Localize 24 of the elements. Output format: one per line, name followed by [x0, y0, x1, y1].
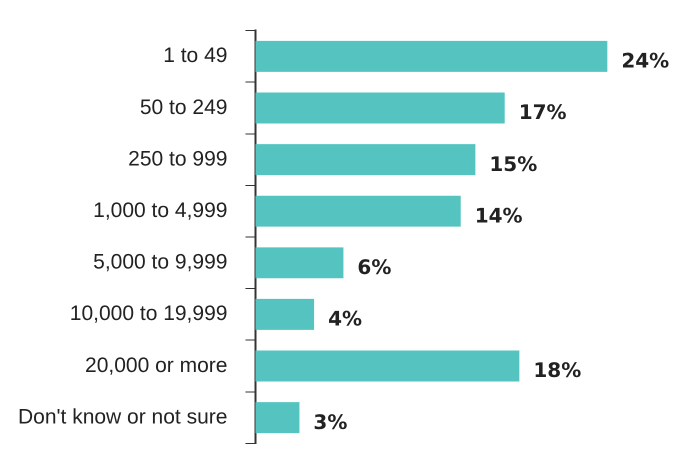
y-tick-label: 10,000 to 19,999: [70, 302, 228, 326]
bar: [255, 247, 344, 278]
bar: [255, 402, 300, 434]
y-tick-label: 5,000 to 9,999: [93, 250, 228, 274]
data-label: 4%: [328, 306, 362, 331]
data-label: 6%: [357, 255, 392, 280]
data-label: 24%: [621, 48, 670, 73]
y-tick-label: 20,000 or more: [85, 354, 228, 377]
bar: [255, 350, 520, 382]
y-tick-label: 1 to 49: [163, 44, 228, 68]
bar: [255, 40, 608, 72]
y-tick-label: Don't know or not sure: [18, 405, 228, 428]
data-label: 18%: [533, 358, 582, 382]
y-tick-label: 250 to 999: [128, 147, 228, 170]
data-label: 3%: [313, 410, 348, 434]
bar: [255, 144, 476, 176]
data-label: 14%: [474, 203, 523, 228]
y-tick-label: 1,000 to 4,999: [93, 198, 228, 222]
data-label: 17%: [518, 100, 567, 124]
bar: [255, 92, 505, 124]
bar: [255, 298, 314, 330]
bar: [255, 196, 461, 227]
data-label: 15%: [489, 152, 538, 176]
y-tick-label: 50 to 249: [140, 96, 228, 119]
